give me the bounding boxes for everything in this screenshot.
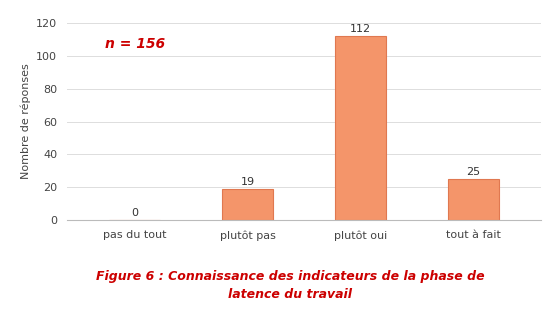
Bar (448, 179, 499, 220)
Text: n = 156: n = 156 (105, 37, 165, 52)
Text: 19: 19 (240, 177, 254, 187)
Text: 0: 0 (131, 208, 138, 218)
Bar (335, 36, 386, 220)
Text: 25: 25 (466, 167, 480, 177)
Text: Figure 6 : Connaissance des indicateurs de la phase de
latence du travail: Figure 6 : Connaissance des indicateurs … (96, 270, 484, 301)
Y-axis label: Nombre de réponses: Nombre de réponses (20, 64, 31, 179)
Text: 112: 112 (350, 24, 371, 34)
Bar (222, 189, 273, 220)
